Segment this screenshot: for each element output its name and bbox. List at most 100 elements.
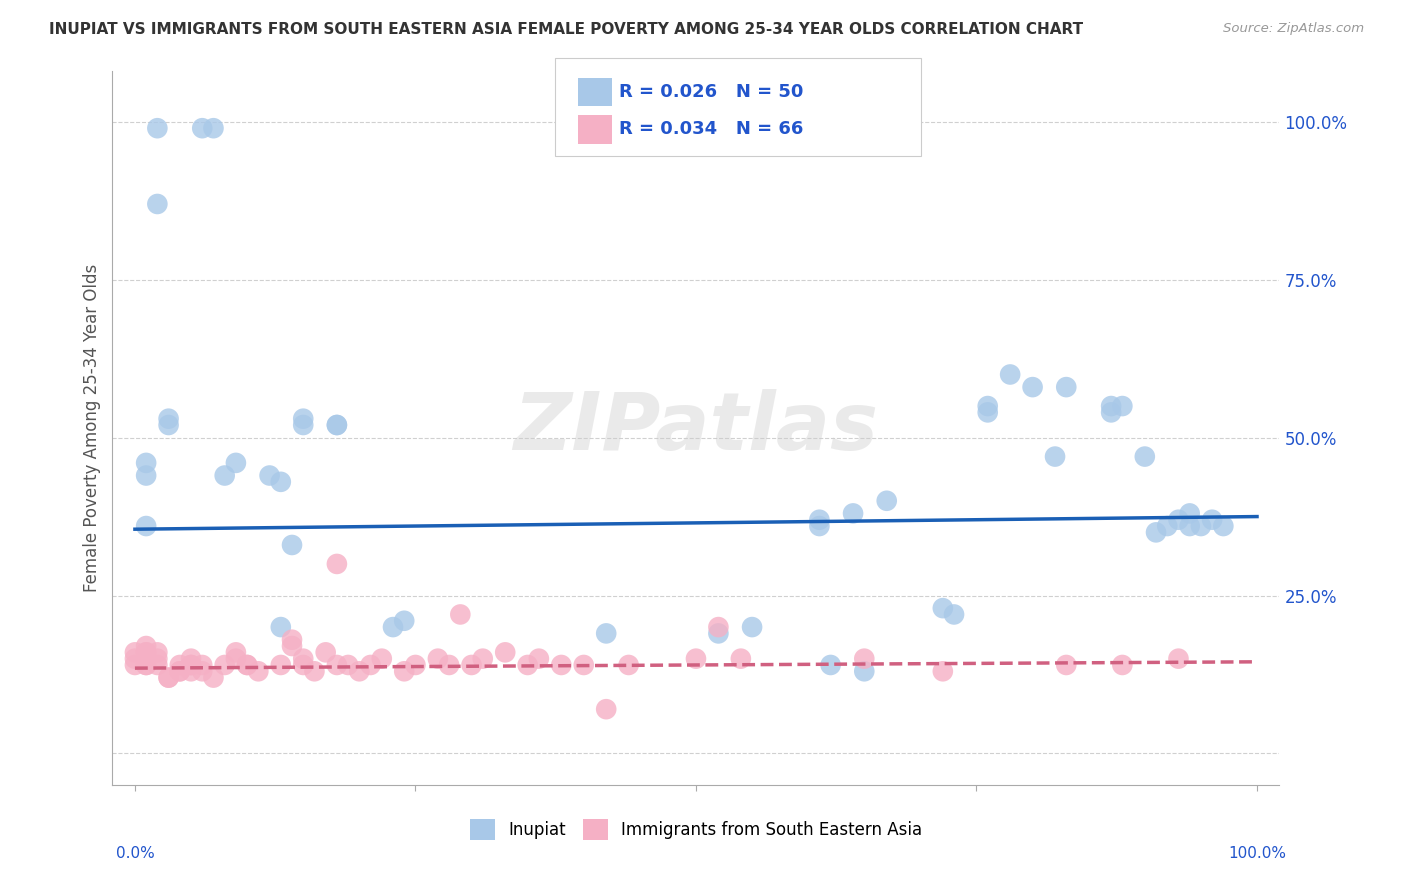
Point xyxy=(853,665,876,679)
Point xyxy=(225,651,247,665)
Point xyxy=(943,607,966,622)
Point xyxy=(1178,519,1201,533)
Point xyxy=(270,475,292,489)
Text: 0.0%: 0.0% xyxy=(115,846,155,861)
Text: Source: ZipAtlas.com: Source: ZipAtlas.com xyxy=(1223,22,1364,36)
Point xyxy=(617,657,640,672)
Point xyxy=(281,639,304,653)
Point xyxy=(146,645,169,659)
Point xyxy=(214,657,236,672)
Point xyxy=(1133,450,1156,464)
Point xyxy=(146,121,169,136)
Text: 100.0%: 100.0% xyxy=(1227,846,1286,861)
Point xyxy=(1167,651,1189,665)
Point xyxy=(808,519,831,533)
Point xyxy=(550,657,572,672)
Point xyxy=(236,657,259,672)
Point xyxy=(1054,657,1077,672)
Point xyxy=(572,657,595,672)
Point xyxy=(135,519,157,533)
Point xyxy=(426,651,449,665)
Point xyxy=(1156,519,1178,533)
Point xyxy=(1167,513,1189,527)
Point xyxy=(1144,525,1167,540)
Point xyxy=(527,651,550,665)
Point xyxy=(685,651,707,665)
Point xyxy=(707,626,730,640)
Text: INUPIAT VS IMMIGRANTS FROM SOUTH EASTERN ASIA FEMALE POVERTY AMONG 25-34 YEAR OL: INUPIAT VS IMMIGRANTS FROM SOUTH EASTERN… xyxy=(49,22,1084,37)
Point xyxy=(1189,519,1212,533)
Point xyxy=(124,651,146,665)
Point xyxy=(326,417,349,432)
Point xyxy=(191,665,214,679)
Point xyxy=(998,368,1021,382)
Point xyxy=(304,665,326,679)
Point xyxy=(247,665,270,679)
Point xyxy=(169,665,191,679)
Point xyxy=(349,665,371,679)
Point xyxy=(135,657,157,672)
Point xyxy=(292,651,315,665)
Point xyxy=(281,632,304,647)
Point xyxy=(292,657,315,672)
Point xyxy=(326,557,349,571)
Point xyxy=(976,399,998,413)
Point xyxy=(471,651,494,665)
Point xyxy=(292,417,315,432)
Point xyxy=(326,417,349,432)
Point xyxy=(392,614,416,628)
Point xyxy=(281,538,304,552)
Point xyxy=(1021,380,1043,394)
Point xyxy=(157,671,180,685)
Point xyxy=(191,657,214,672)
Point xyxy=(404,657,426,672)
Point xyxy=(392,665,416,679)
Point xyxy=(270,657,292,672)
Point xyxy=(1201,513,1223,527)
Point xyxy=(449,607,471,622)
Point xyxy=(326,657,349,672)
Point xyxy=(820,657,842,672)
Point xyxy=(157,671,180,685)
Text: R = 0.034   N = 66: R = 0.034 N = 66 xyxy=(619,120,803,138)
Point xyxy=(236,657,259,672)
Point xyxy=(169,657,191,672)
Point xyxy=(741,620,763,634)
Point xyxy=(382,620,405,634)
Point xyxy=(157,411,180,425)
Point xyxy=(1212,519,1234,533)
Point xyxy=(146,651,169,665)
Point xyxy=(202,671,225,685)
Point xyxy=(202,121,225,136)
Point xyxy=(214,468,236,483)
Point xyxy=(932,665,955,679)
Point xyxy=(292,411,315,425)
Point xyxy=(842,507,865,521)
Point xyxy=(146,197,169,211)
Point xyxy=(124,645,146,659)
Point xyxy=(1099,405,1122,419)
Point xyxy=(180,657,202,672)
Point xyxy=(135,657,157,672)
Point xyxy=(191,121,214,136)
Point xyxy=(595,626,617,640)
Point xyxy=(1043,450,1066,464)
Point xyxy=(135,639,157,653)
Point xyxy=(595,702,617,716)
Point xyxy=(270,620,292,634)
Point xyxy=(169,665,191,679)
Point xyxy=(808,513,831,527)
Point xyxy=(1099,399,1122,413)
Point xyxy=(853,651,876,665)
Point xyxy=(976,405,998,419)
Text: R = 0.026   N = 50: R = 0.026 N = 50 xyxy=(619,83,803,101)
Point xyxy=(135,645,157,659)
Point xyxy=(1111,657,1133,672)
Point xyxy=(225,645,247,659)
Point xyxy=(259,468,281,483)
Point xyxy=(1178,507,1201,521)
Point xyxy=(135,645,157,659)
Point xyxy=(315,645,337,659)
Text: ZIPatlas: ZIPatlas xyxy=(513,389,879,467)
Point xyxy=(135,456,157,470)
